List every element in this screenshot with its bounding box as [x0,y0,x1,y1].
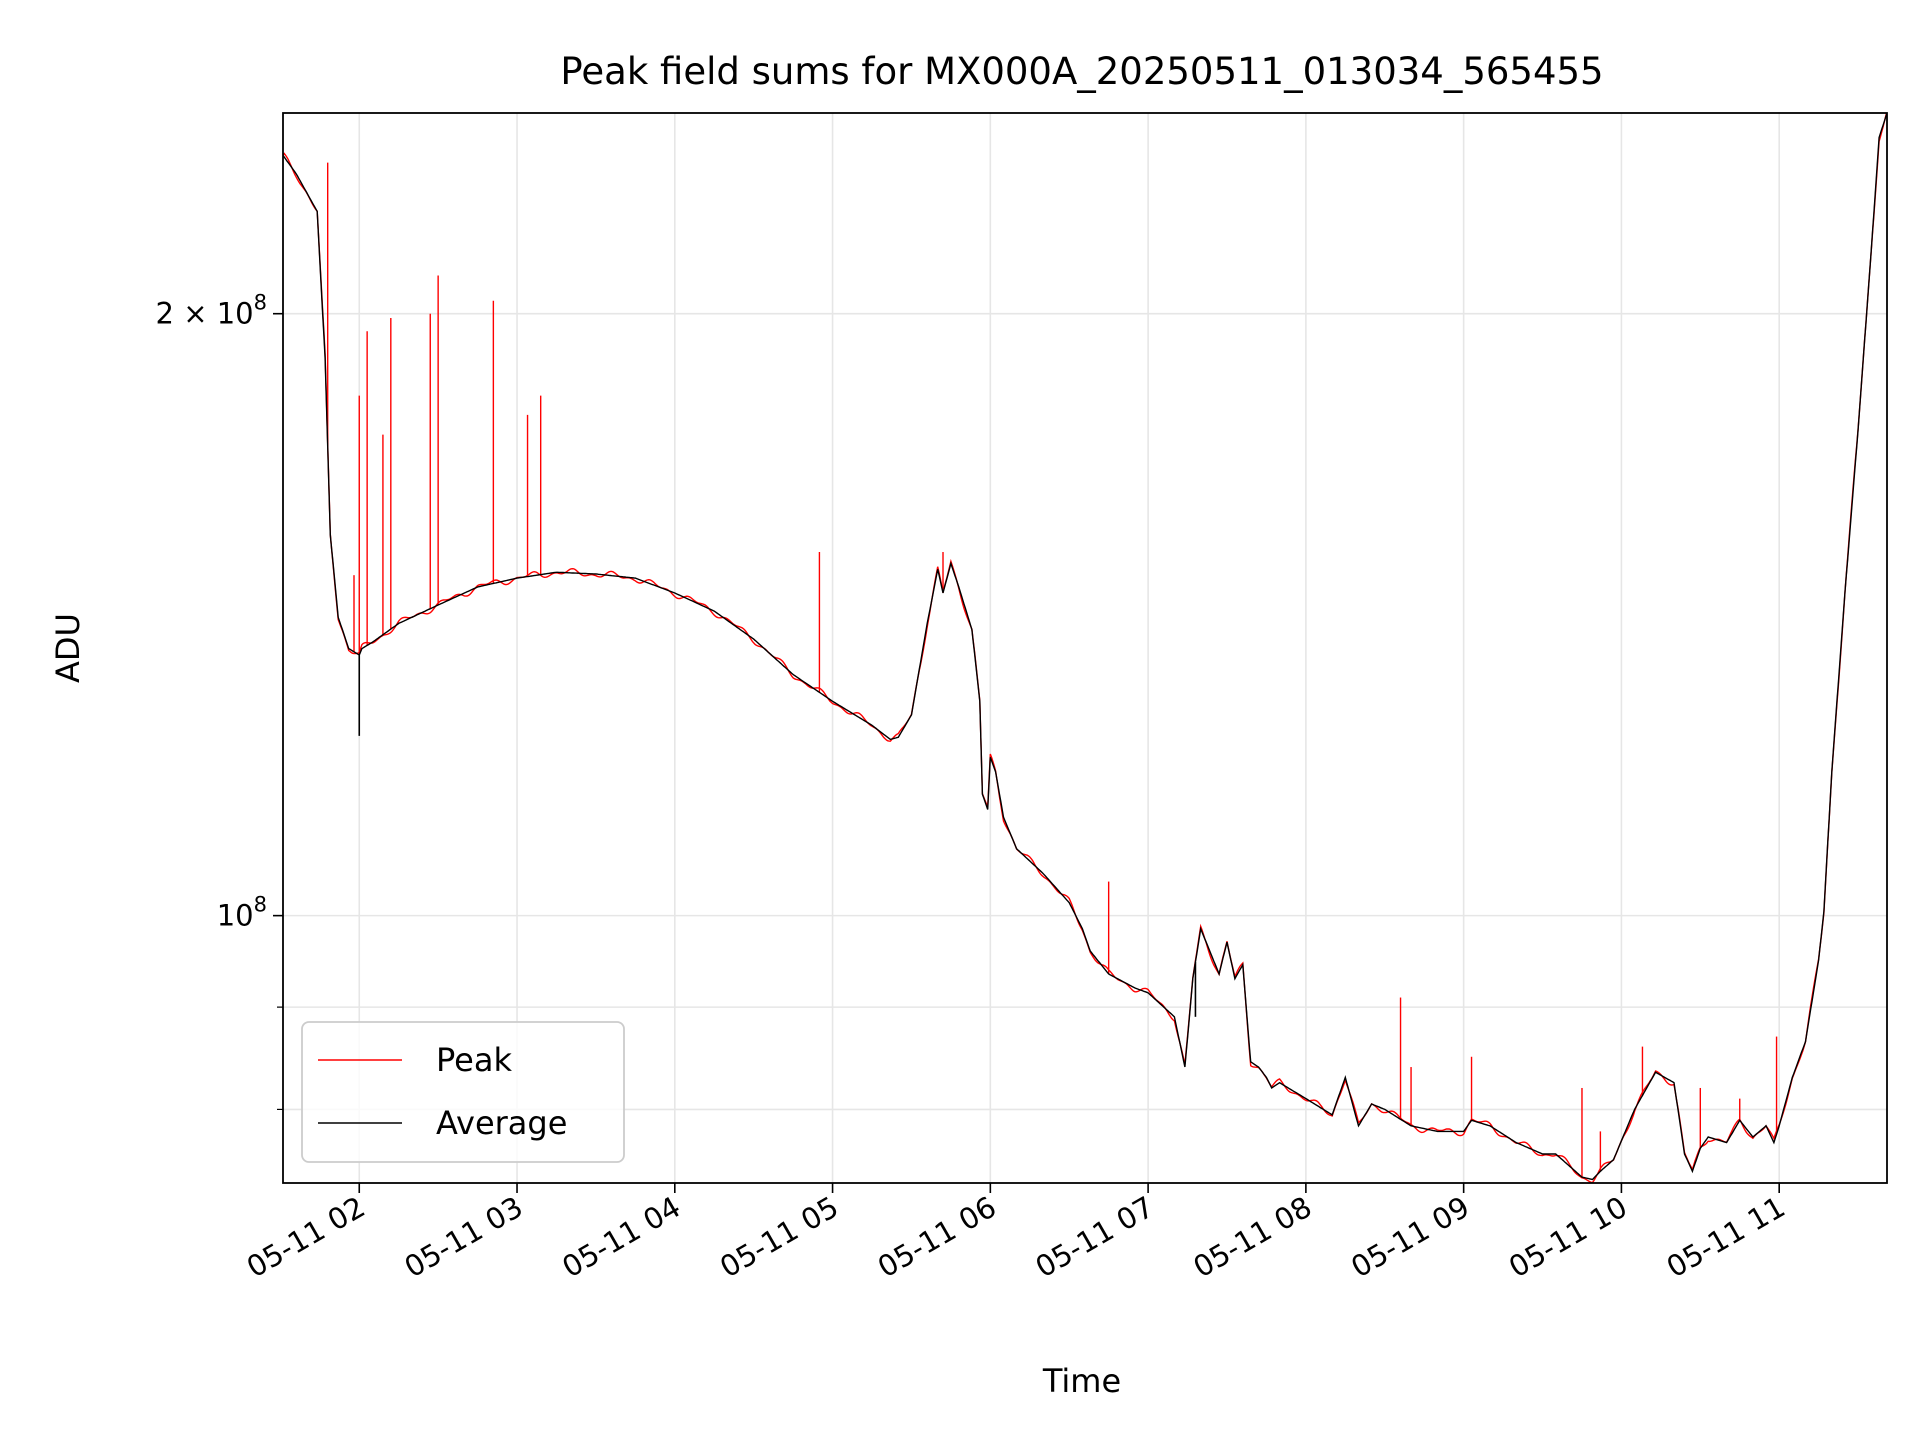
legend: Peak Average [301,1021,625,1163]
average-series-line [283,113,1887,1181]
y-tick-label: 108 [217,893,267,933]
chart-title: Peak field sums for MX000A_20250511_0130… [560,50,1603,93]
y-axis-label: ADU [49,613,87,683]
grid-lines [283,113,1887,1183]
x-axis-label: Time [1042,1362,1121,1400]
legend-box [301,1021,625,1163]
y-axis: 108 2 × 108 [156,291,283,1111]
plot-frame [282,112,1888,1184]
y-tick-label: 2 × 108 [156,291,267,331]
legend-peak-label: Peak [436,1041,512,1079]
legend-average-label: Average [436,1104,567,1142]
plot-area [283,113,1887,1183]
